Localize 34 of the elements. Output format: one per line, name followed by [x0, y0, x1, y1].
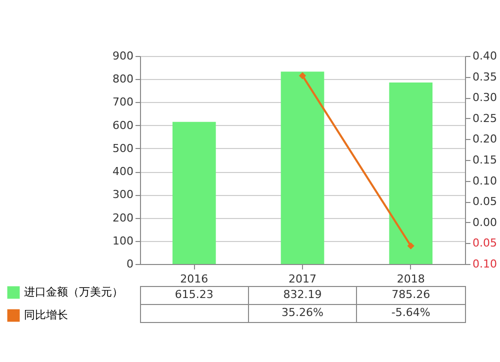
legend-label: 同比增长: [24, 308, 68, 322]
x-tick-label: 2017: [288, 272, 316, 286]
y2-tick-label: 0.00: [472, 216, 497, 229]
y-tick-label: 900: [112, 50, 134, 62]
y2-tick-label: 0.10: [472, 174, 497, 188]
y-tick-label: 300: [112, 188, 134, 202]
x-tick-label: 2016: [180, 272, 208, 286]
y2-tick-label: 0.25: [472, 112, 497, 125]
y-tick-label: 200: [112, 211, 134, 224]
y2-tick-label: 0.10: [472, 258, 497, 270]
y2-tick-label: 0.30: [472, 91, 497, 104]
y-tick-label: 500: [112, 142, 134, 155]
y2-tick-label: 0.15: [472, 154, 497, 166]
y-tick-label: 700: [112, 96, 134, 109]
y2-tick-label: 0.35: [472, 70, 497, 84]
bar: [280, 72, 324, 264]
data-label: 785.26: [392, 288, 430, 301]
y2-tick-label: 0.05: [472, 236, 497, 250]
x-tick-label: 2018: [396, 272, 425, 286]
y-tick-label: 400: [112, 165, 134, 178]
y-tick-label: 800: [112, 72, 134, 86]
legend-label: 进口金额（万美元）: [24, 286, 123, 298]
y2-tick-label: 0.40: [472, 50, 497, 62]
bar: [389, 82, 432, 264]
data-label: -5.64%: [391, 306, 430, 319]
data-label: 832.19: [283, 288, 322, 301]
bar: [172, 122, 216, 264]
y-tick-label: 0: [126, 258, 134, 270]
y2-tick-label: 0.20: [472, 132, 497, 146]
y-tick-label: 600: [112, 118, 134, 132]
y2-tick-label: 0.05: [472, 195, 497, 208]
data-label: 615.23: [174, 288, 214, 301]
y-tick-label: 100: [112, 234, 134, 248]
data-label: 35.26%: [282, 306, 324, 319]
